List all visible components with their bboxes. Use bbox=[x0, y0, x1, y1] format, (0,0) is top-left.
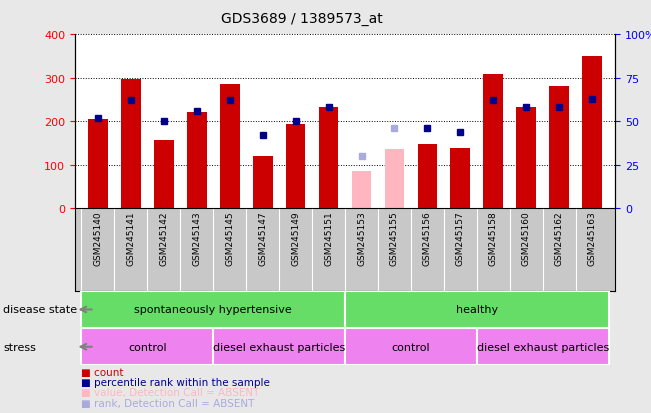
Text: GDS3689 / 1389573_at: GDS3689 / 1389573_at bbox=[221, 12, 383, 26]
Text: GSM245142: GSM245142 bbox=[159, 211, 169, 266]
Text: healthy: healthy bbox=[456, 305, 498, 315]
Bar bbox=[549, 87, 569, 209]
Bar bbox=[286, 125, 305, 209]
Text: GSM245149: GSM245149 bbox=[291, 211, 300, 266]
Bar bbox=[516, 108, 536, 209]
Bar bbox=[253, 157, 273, 209]
Text: GSM245140: GSM245140 bbox=[94, 211, 102, 266]
Bar bbox=[450, 149, 470, 209]
Bar bbox=[582, 57, 602, 209]
Bar bbox=[484, 75, 503, 209]
Bar bbox=[154, 140, 174, 209]
Bar bbox=[220, 85, 240, 209]
Text: GSM245147: GSM245147 bbox=[258, 211, 267, 266]
Text: GSM245158: GSM245158 bbox=[489, 211, 498, 266]
Text: GSM245163: GSM245163 bbox=[588, 211, 596, 266]
Bar bbox=[214, 328, 345, 366]
Text: control: control bbox=[128, 342, 167, 352]
Text: GSM245162: GSM245162 bbox=[555, 211, 564, 266]
Text: GSM245143: GSM245143 bbox=[192, 211, 201, 266]
Bar bbox=[345, 291, 609, 328]
Bar bbox=[187, 113, 206, 209]
Text: GSM245156: GSM245156 bbox=[423, 211, 432, 266]
Bar bbox=[352, 172, 371, 209]
Bar bbox=[319, 107, 339, 209]
Text: ■ count: ■ count bbox=[81, 367, 124, 377]
Bar bbox=[81, 328, 214, 366]
Text: GSM245141: GSM245141 bbox=[126, 211, 135, 266]
Text: disease state: disease state bbox=[3, 305, 77, 315]
Text: ■ value, Detection Call = ABSENT: ■ value, Detection Call = ABSENT bbox=[81, 387, 260, 397]
Text: GSM245145: GSM245145 bbox=[225, 211, 234, 266]
Text: GSM245153: GSM245153 bbox=[357, 211, 366, 266]
Bar bbox=[417, 145, 437, 209]
Bar bbox=[81, 291, 345, 328]
Bar bbox=[477, 328, 609, 366]
Text: spontaneously hypertensive: spontaneously hypertensive bbox=[134, 305, 292, 315]
Text: diesel exhaust particles: diesel exhaust particles bbox=[477, 342, 609, 352]
Bar bbox=[345, 328, 477, 366]
Bar bbox=[385, 150, 404, 209]
Bar bbox=[121, 79, 141, 209]
Text: GSM245157: GSM245157 bbox=[456, 211, 465, 266]
Text: diesel exhaust particles: diesel exhaust particles bbox=[213, 342, 345, 352]
Text: stress: stress bbox=[3, 342, 36, 352]
Bar bbox=[88, 120, 108, 209]
Text: control: control bbox=[392, 342, 430, 352]
Text: GSM245155: GSM245155 bbox=[390, 211, 399, 266]
Text: ■ percentile rank within the sample: ■ percentile rank within the sample bbox=[81, 377, 270, 387]
Text: GSM245160: GSM245160 bbox=[521, 211, 531, 266]
Text: GSM245151: GSM245151 bbox=[324, 211, 333, 266]
Text: ■ rank, Detection Call = ABSENT: ■ rank, Detection Call = ABSENT bbox=[81, 398, 255, 408]
